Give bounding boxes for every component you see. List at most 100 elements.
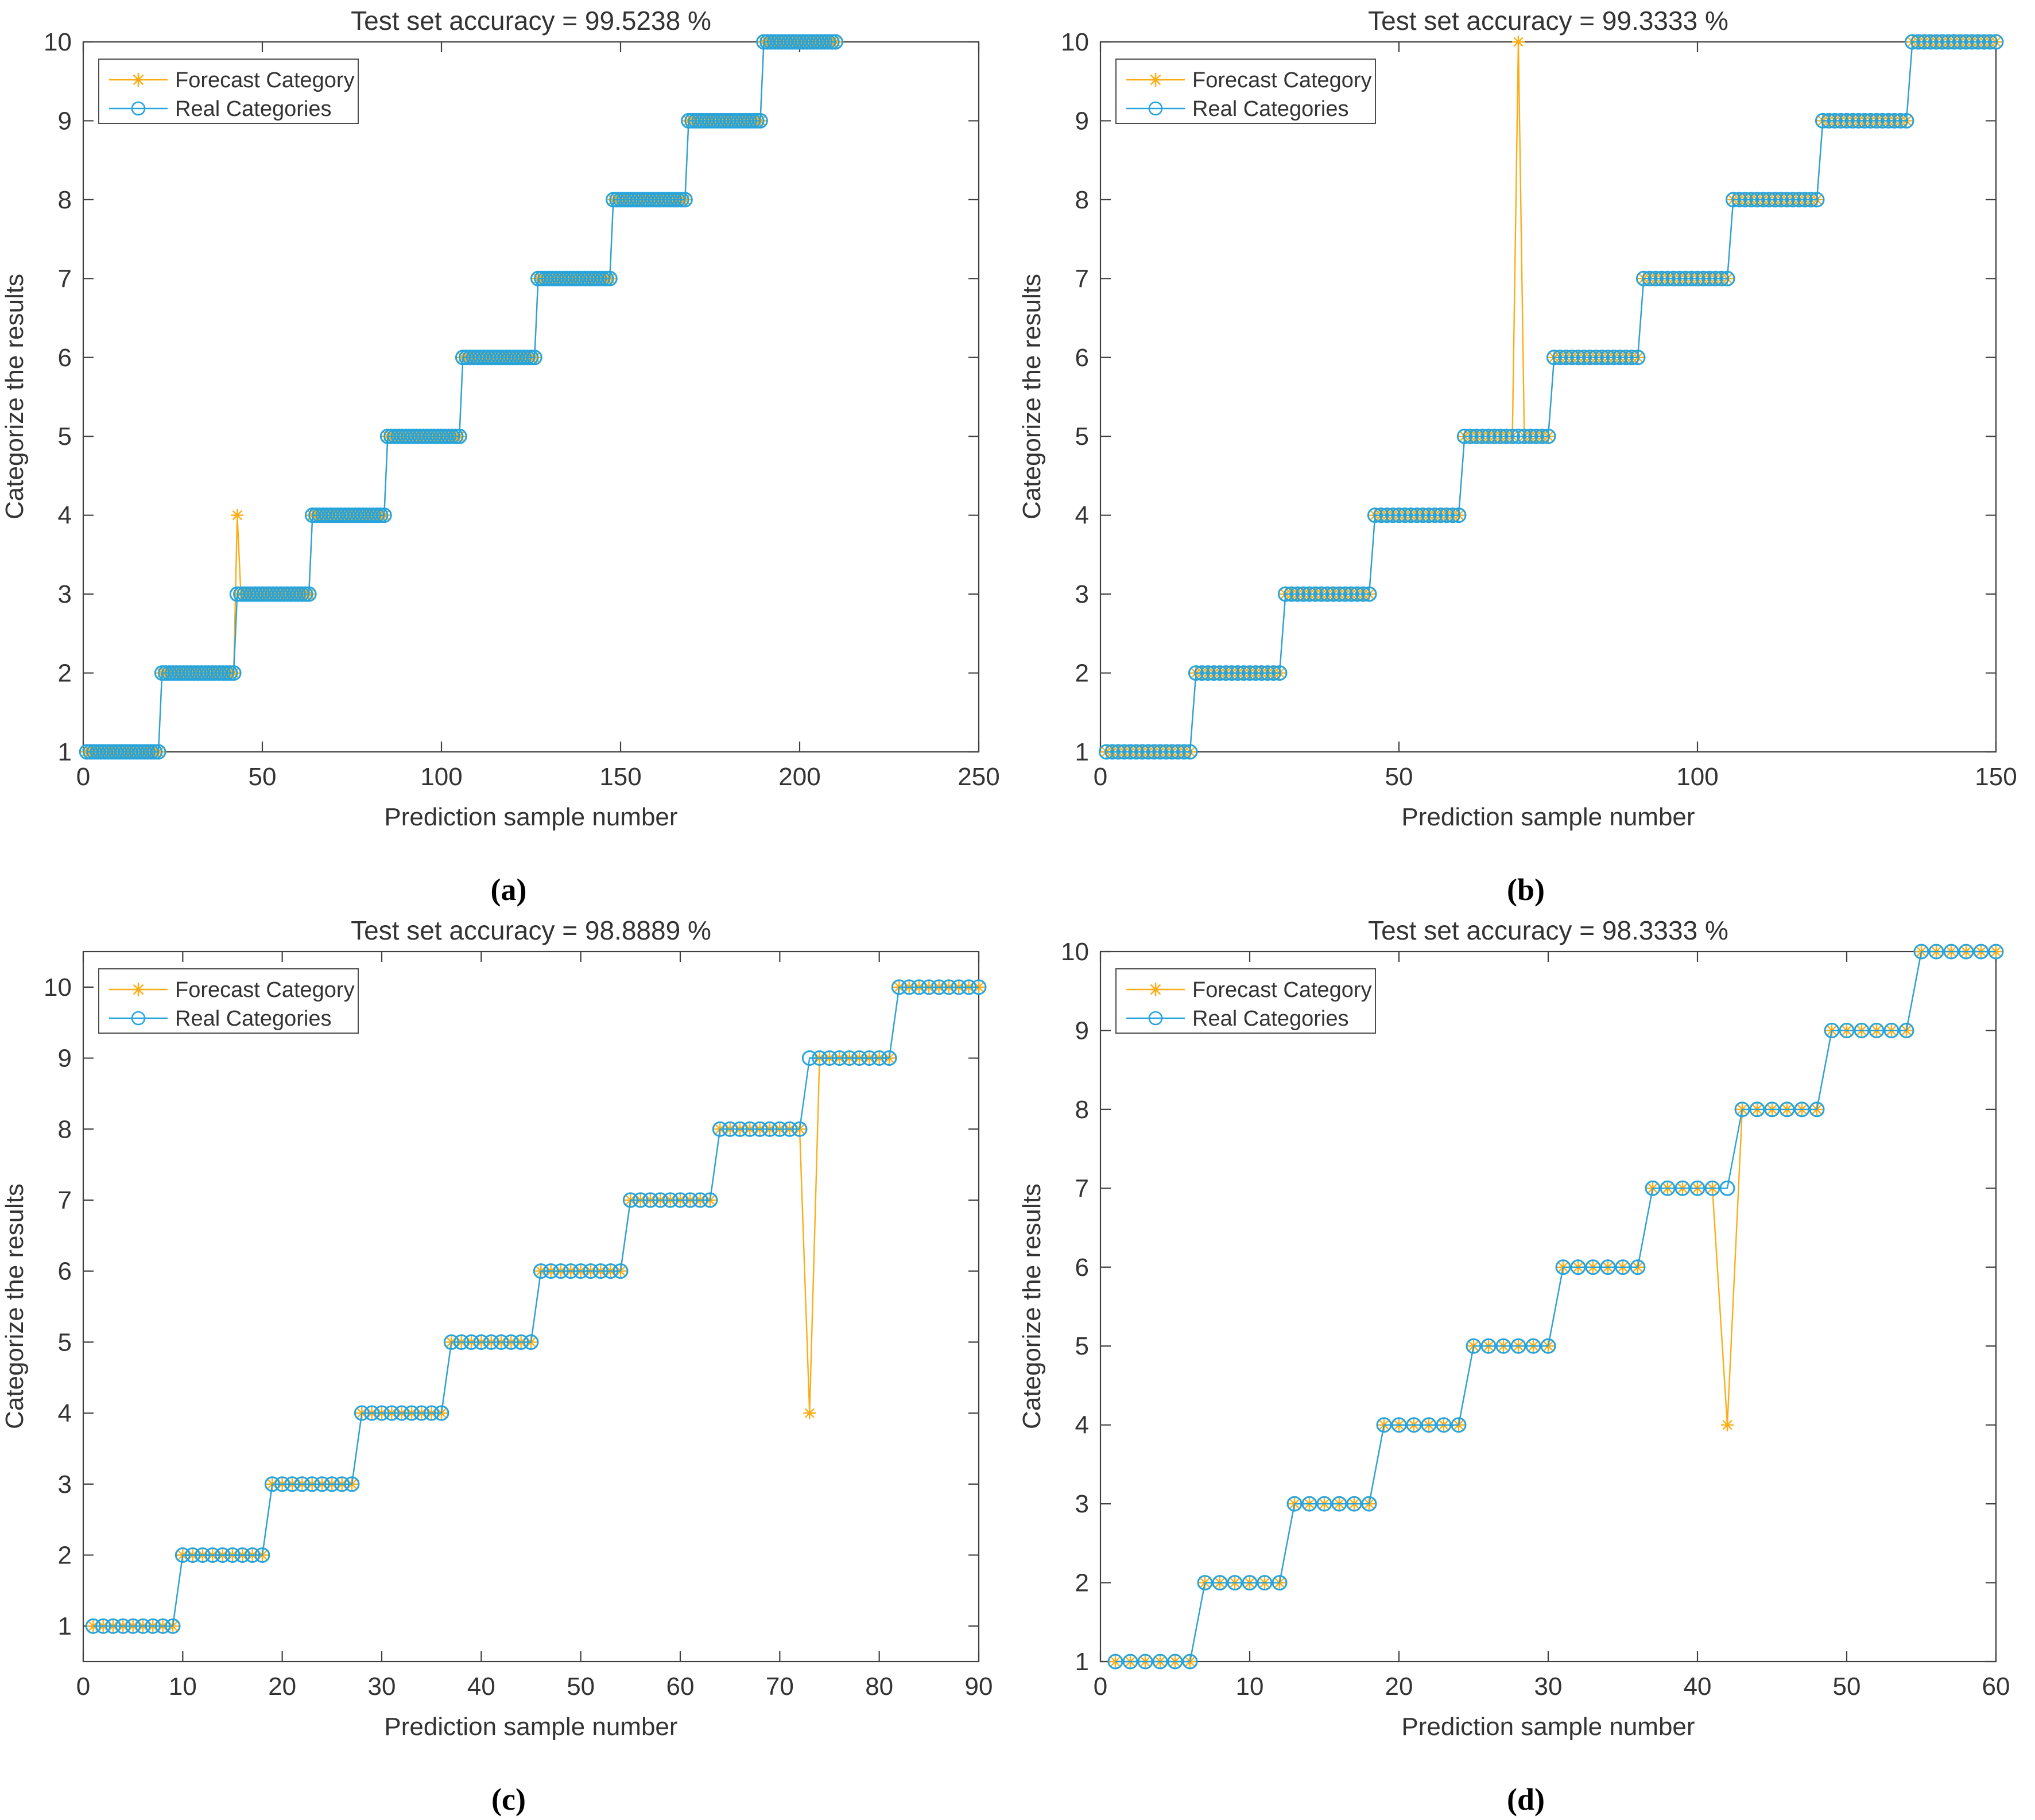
real-circle-marker xyxy=(1510,428,1526,444)
x-tick-label: 250 xyxy=(958,763,999,791)
real-circle-marker xyxy=(145,1618,161,1634)
real-circle-marker xyxy=(1594,350,1610,366)
legend-label-real: Real Categories xyxy=(1192,97,1348,121)
x-axis-label: Prediction sample number xyxy=(1401,1713,1695,1741)
real-circle-marker xyxy=(1415,507,1431,523)
x-tick-label: 60 xyxy=(666,1672,695,1701)
real-circle-marker xyxy=(1883,1022,1900,1038)
real-circle-marker xyxy=(215,1547,231,1563)
x-tick-label: 0 xyxy=(1094,1672,1107,1701)
real-circle-marker xyxy=(749,112,765,129)
real-circle-marker xyxy=(215,665,231,681)
real-circle-marker xyxy=(1791,192,1807,208)
real-circle-marker xyxy=(1346,1496,1362,1512)
real-circle-marker xyxy=(961,979,977,995)
real-circle-marker xyxy=(1427,507,1443,523)
real-circle-marker xyxy=(1385,507,1401,523)
real-circle-marker xyxy=(1451,507,1467,523)
real-circle-marker xyxy=(245,1547,261,1563)
real-circle-marker xyxy=(1486,428,1502,444)
legend: Forecast Category Real Categories xyxy=(1115,59,1376,124)
real-circle-marker xyxy=(1779,1101,1795,1117)
real-circle-marker xyxy=(1247,665,1263,681)
chart-panel-c: Test set accuracy = 98.8889 % 0 10 20 30 40 5… xyxy=(1,915,993,1817)
real-circle-marker xyxy=(1660,270,1676,286)
real-circle-marker xyxy=(404,1405,420,1421)
real-circle-marker xyxy=(294,1476,310,1492)
real-circle-marker xyxy=(424,1405,440,1421)
real-circle-marker xyxy=(1606,350,1622,366)
real-circle-marker xyxy=(1468,428,1484,444)
real-circle-marker xyxy=(274,1476,290,1492)
y-tick-label: 5 xyxy=(1075,422,1089,451)
real-circle-marker xyxy=(1254,665,1270,681)
real-circle-marker xyxy=(752,112,768,129)
real-circle-marker xyxy=(1224,665,1240,681)
real-circle-marker xyxy=(861,1050,877,1066)
real-circle-marker xyxy=(1463,428,1479,444)
real-circle-marker xyxy=(1289,586,1305,602)
real-circle-marker xyxy=(742,1121,758,1137)
real-circle-marker xyxy=(383,1405,400,1421)
real-circle-marker xyxy=(1558,350,1574,366)
real-circle-marker xyxy=(284,1476,300,1492)
circle-marker-icon xyxy=(131,1011,146,1026)
real-circle-marker xyxy=(801,1050,817,1066)
real-circle-marker xyxy=(1677,270,1693,286)
real-circle-marker xyxy=(1585,1259,1601,1275)
real-circle-marker xyxy=(1391,1417,1407,1433)
y-tick-label: 8 xyxy=(58,186,72,214)
real-circle-marker xyxy=(1976,34,1992,50)
real-circle-marker xyxy=(1236,665,1252,681)
real-circle-marker xyxy=(222,665,238,681)
x-tick-label: 30 xyxy=(1534,1672,1563,1701)
real-circle-marker xyxy=(290,586,306,602)
real-circle-marker xyxy=(85,1618,101,1634)
real-circle-marker xyxy=(1564,350,1580,366)
real-circle-marker xyxy=(1630,350,1646,366)
real-circle-marker xyxy=(1734,1101,1750,1117)
x-tick-label: 30 xyxy=(368,1672,396,1701)
real-circle-marker xyxy=(1761,192,1777,208)
real-circle-marker xyxy=(1645,1180,1661,1196)
y-tick-label: 7 xyxy=(58,265,72,293)
chart-title: Test set accuracy = 99.3333 % xyxy=(1368,6,1728,36)
real-circle-marker xyxy=(374,1405,390,1421)
real-circle-marker xyxy=(1821,112,1837,129)
x-axis-label: Prediction sample number xyxy=(384,1713,677,1741)
y-tick-label: 6 xyxy=(1075,344,1089,372)
real-circle-marker xyxy=(1844,112,1860,129)
x-tick-label: 20 xyxy=(268,1672,296,1701)
real-circle-marker xyxy=(1707,270,1723,286)
y-tick-label: 6 xyxy=(1075,1254,1089,1282)
real-circle-marker xyxy=(1510,1338,1526,1354)
real-circle-marker xyxy=(1272,665,1288,681)
panel-d: Test set accuracy = 98.3333 % 0 10 20 30 40 5… xyxy=(1017,910,2035,1819)
y-tick-label: 4 xyxy=(58,1399,72,1427)
real-circle-marker xyxy=(941,979,957,995)
real-circle-marker xyxy=(1958,944,1974,960)
legend: Forecast Category Real Categories xyxy=(1115,968,1376,1034)
real-circle-marker xyxy=(1349,586,1365,602)
real-circle-marker xyxy=(413,1405,429,1421)
y-tick-label: 6 xyxy=(58,344,72,372)
x-tick-label: 20 xyxy=(1385,1672,1413,1701)
real-circle-marker xyxy=(219,665,235,681)
real-circle-marker xyxy=(1689,270,1705,286)
y-axis-label: Categorize the results xyxy=(1018,1183,1046,1429)
real-circle-marker xyxy=(1701,270,1718,286)
real-circle-marker xyxy=(1466,1338,1482,1354)
x-tick-label: 200 xyxy=(778,763,820,791)
real-circle-marker xyxy=(1343,586,1359,602)
y-axis-label: Categorize the results xyxy=(1018,274,1046,519)
real-circle-marker xyxy=(533,1263,549,1279)
real-circle-marker xyxy=(1122,744,1138,760)
real-circle-marker xyxy=(1714,270,1730,286)
real-circle-marker xyxy=(1988,34,2004,50)
real-circle-marker xyxy=(1588,350,1604,366)
legend-label-forecast: Forecast Category xyxy=(1192,68,1372,92)
real-circle-marker xyxy=(573,1263,589,1279)
legend-box xyxy=(98,968,359,1034)
real-circle-marker xyxy=(1421,1417,1437,1433)
